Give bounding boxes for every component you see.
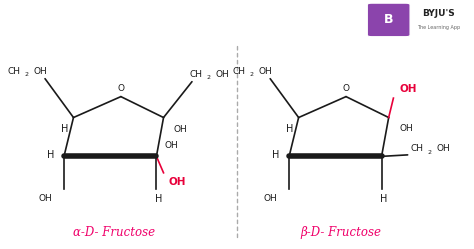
Text: O: O: [343, 84, 349, 93]
Text: H: H: [272, 150, 280, 160]
Text: OH: OH: [33, 67, 47, 76]
Text: 2: 2: [427, 150, 431, 155]
Text: H: H: [380, 194, 388, 204]
Text: OH: OH: [436, 144, 450, 153]
Text: H: H: [286, 124, 294, 134]
Text: CH: CH: [232, 67, 245, 76]
Text: 2: 2: [207, 75, 210, 80]
Text: CH: CH: [7, 67, 20, 76]
Text: B: B: [384, 13, 393, 26]
Text: H: H: [47, 150, 55, 160]
Text: β-D- Fructose: β-D- Fructose: [301, 226, 382, 239]
Text: OH: OH: [216, 70, 229, 79]
Text: OH: OH: [399, 84, 417, 94]
Text: CYCLIC STRUCTURE OF FRUCTOSE: CYCLIC STRUCTURE OF FRUCTOSE: [11, 13, 264, 26]
Text: O: O: [118, 84, 124, 93]
Text: BYJU'S: BYJU'S: [422, 9, 455, 18]
Text: OH: OH: [258, 67, 272, 76]
Text: OH: OH: [174, 125, 188, 134]
Text: H: H: [155, 194, 163, 204]
Text: 2: 2: [24, 72, 28, 77]
Text: OH: OH: [399, 124, 413, 133]
Text: CH: CH: [410, 144, 423, 153]
FancyBboxPatch shape: [367, 3, 410, 37]
Text: CH: CH: [190, 70, 202, 79]
Text: OH: OH: [165, 141, 179, 150]
Text: OH: OH: [168, 177, 186, 187]
Text: OH: OH: [38, 194, 52, 203]
Text: 2: 2: [249, 72, 253, 77]
Text: The Learning App: The Learning App: [417, 25, 460, 30]
Text: α-D- Fructose: α-D- Fructose: [73, 226, 155, 239]
Text: OH: OH: [263, 194, 277, 203]
Text: H: H: [61, 124, 69, 134]
